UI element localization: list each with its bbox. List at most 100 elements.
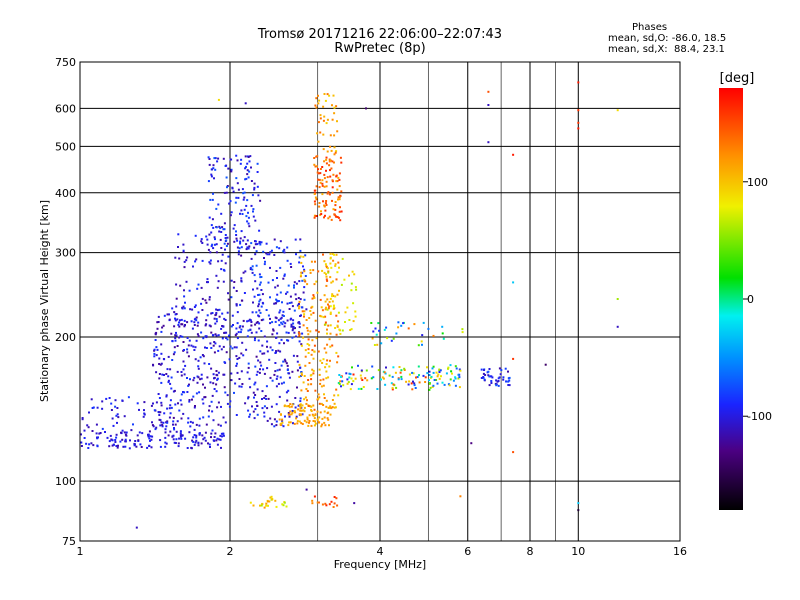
data-point (267, 500, 269, 503)
data-point (111, 417, 114, 420)
data-point (158, 418, 161, 421)
data-point (273, 418, 276, 421)
data-point (248, 225, 251, 228)
data-point (165, 395, 168, 398)
data-point (239, 162, 242, 165)
data-point (438, 377, 441, 380)
data-point (326, 298, 329, 301)
data-point (458, 368, 461, 371)
data-point (288, 421, 291, 424)
data-point (215, 274, 218, 277)
data-point (336, 324, 339, 327)
data-point (391, 388, 394, 391)
data-point (192, 265, 194, 268)
data-point (332, 307, 335, 310)
data-point (335, 215, 338, 218)
data-point (290, 325, 293, 328)
data-point (480, 377, 483, 379)
data-point (319, 382, 322, 385)
data-point (159, 411, 162, 414)
data-point (167, 375, 170, 378)
data-point (120, 431, 122, 434)
data-point (338, 185, 341, 188)
data-point (304, 364, 307, 367)
data-point (196, 333, 199, 336)
data-point (347, 381, 350, 384)
data-point (143, 413, 146, 416)
data-point (276, 375, 279, 378)
data-point (334, 204, 337, 207)
data-point (299, 238, 302, 241)
data-point (291, 370, 294, 373)
data-point (239, 331, 242, 334)
data-point (208, 298, 211, 301)
data-point (298, 305, 301, 308)
data-point (97, 436, 99, 439)
data-point (251, 265, 254, 268)
data-point (257, 339, 260, 342)
data-point (487, 104, 490, 106)
data-point (334, 263, 337, 266)
data-point (242, 354, 245, 357)
data-point (275, 420, 278, 423)
data-point (328, 300, 331, 303)
data-point (482, 372, 485, 375)
x-axis-label: Frequency [MHz] (334, 558, 426, 571)
data-point (411, 388, 414, 391)
data-point (308, 362, 311, 364)
data-point (315, 97, 318, 100)
data-point (166, 420, 169, 423)
data-point (218, 230, 221, 233)
data-point (331, 294, 334, 297)
data-point (331, 199, 333, 202)
data-point (228, 405, 231, 408)
data-point (170, 332, 173, 335)
data-point (306, 329, 309, 332)
data-point (201, 259, 204, 262)
data-point (281, 418, 284, 421)
data-point (86, 424, 89, 427)
data-point (160, 404, 163, 407)
data-point (240, 158, 243, 161)
data-point (245, 248, 248, 251)
data-point (380, 378, 382, 381)
data-point (209, 381, 212, 384)
data-point (228, 358, 231, 361)
data-point (283, 405, 286, 408)
data-point (96, 444, 99, 447)
data-point (234, 382, 237, 385)
data-point (313, 344, 316, 347)
data-point (577, 509, 580, 512)
data-point (222, 345, 225, 348)
data-point (220, 446, 222, 449)
data-point (340, 161, 343, 164)
data-point (182, 391, 184, 393)
data-point (152, 364, 155, 367)
data-point (200, 331, 203, 334)
data-point (123, 415, 126, 418)
data-point (424, 376, 427, 379)
data-point (157, 315, 160, 318)
data-point (226, 394, 229, 397)
data-point (349, 329, 352, 331)
data-point (335, 333, 338, 336)
data-point (153, 355, 156, 358)
data-point (298, 326, 301, 329)
data-point (394, 371, 397, 374)
data-point (298, 332, 301, 335)
data-point (166, 421, 169, 424)
data-point (298, 334, 301, 337)
data-point (174, 317, 176, 320)
data-point (236, 246, 239, 249)
data-point (279, 309, 282, 312)
data-point (286, 369, 289, 371)
data-point (87, 426, 90, 429)
data-point (325, 399, 328, 402)
data-point (328, 94, 331, 97)
data-point (428, 382, 431, 385)
data-point (194, 405, 196, 407)
data-point (276, 332, 279, 335)
data-point (577, 127, 580, 130)
data-point (186, 447, 189, 449)
data-point (124, 438, 127, 441)
